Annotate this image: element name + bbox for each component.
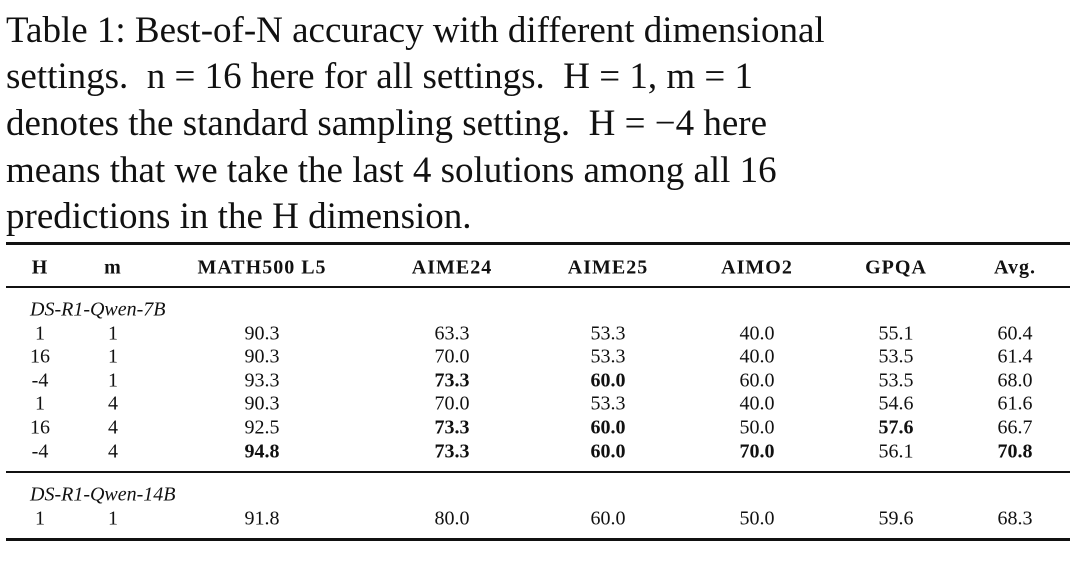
- table-cell: 53.5: [878, 369, 914, 392]
- table-cell: 94.8: [244, 440, 280, 463]
- table-cell: 60.0: [739, 369, 775, 392]
- table-cell: 1: [108, 322, 118, 345]
- table-cell: 63.3: [434, 322, 470, 345]
- caption-line: means that we take the last 4 solutions …: [6, 150, 777, 191]
- table-cell: 53.3: [590, 322, 626, 345]
- table-cell: 4: [108, 440, 118, 463]
- table-cell: 59.6: [878, 507, 914, 530]
- table-cell: 1: [108, 507, 118, 530]
- table-cell: 4: [108, 416, 118, 439]
- table-cell: 80.0: [434, 507, 470, 530]
- table-cell: 40.0: [739, 322, 775, 345]
- table-cell: 1: [108, 345, 118, 368]
- column-header: GPQA: [865, 256, 927, 279]
- column-header: AIMO2: [721, 256, 793, 279]
- table-cell: 93.3: [244, 369, 280, 392]
- bottom-rule: [6, 538, 1070, 541]
- column-header: AIME25: [567, 256, 649, 279]
- caption-line: Table 1: Best-of-N accuracy with differe…: [6, 10, 825, 51]
- table-cell: 68.3: [997, 507, 1033, 530]
- table-cell: 70.0: [739, 440, 775, 463]
- table-cell: 53.5: [878, 345, 914, 368]
- table-cell: 40.0: [739, 345, 775, 368]
- table-cell: 56.1: [878, 440, 914, 463]
- column-header: m: [104, 256, 122, 279]
- caption-line: settings. n = 16 here for all settings. …: [6, 56, 754, 97]
- column-header: H: [31, 256, 49, 279]
- table-cell: 90.3: [244, 345, 280, 368]
- table-cell: 60.0: [590, 440, 626, 463]
- table-cell: 60.0: [590, 416, 626, 439]
- group-label: DS-R1-Qwen-7B: [30, 298, 166, 321]
- column-header: AIME24: [411, 256, 493, 279]
- table-cell: -4: [31, 369, 49, 392]
- table-cell: 53.3: [590, 392, 626, 415]
- group-label: DS-R1-Qwen-14B: [30, 483, 176, 506]
- table-cell: 55.1: [878, 322, 914, 345]
- table-cell: 70.0: [434, 392, 470, 415]
- table-cell: 61.6: [997, 392, 1033, 415]
- table-cell: 16: [30, 416, 50, 439]
- table-cell: 90.3: [244, 392, 280, 415]
- table-cell: 91.8: [244, 507, 280, 530]
- table-cell: 16: [30, 345, 50, 368]
- table-cell: 53.3: [590, 345, 626, 368]
- caption-line: predictions in the H dimension.: [6, 196, 472, 237]
- table-cell: 73.3: [434, 369, 470, 392]
- table-cell: 57.6: [878, 416, 914, 439]
- header-rule: [6, 286, 1070, 288]
- table-cell: -4: [31, 440, 49, 463]
- table-cell: 92.5: [244, 416, 280, 439]
- table-cell: 1: [35, 507, 45, 530]
- table-cell: 60.4: [997, 322, 1033, 345]
- table-cell: 50.0: [739, 416, 775, 439]
- table-cell: 73.3: [434, 440, 470, 463]
- table-cell: 68.0: [997, 369, 1033, 392]
- table-cell: 54.6: [878, 392, 914, 415]
- table-cell: 70.8: [997, 440, 1033, 463]
- column-header: Avg.: [994, 256, 1036, 279]
- column-header: MATH500 L5: [197, 256, 327, 279]
- table-cell: 66.7: [997, 416, 1033, 439]
- table-cell: 90.3: [244, 322, 280, 345]
- top-rule: [6, 242, 1070, 245]
- table-cell: 50.0: [739, 507, 775, 530]
- table-cell: 73.3: [434, 416, 470, 439]
- table-cell: 1: [35, 392, 45, 415]
- caption-line: denotes the standard sampling setting. H…: [6, 103, 768, 144]
- table-cell: 60.0: [590, 507, 626, 530]
- table-cell: 60.0: [590, 369, 626, 392]
- group-rule: [6, 471, 1070, 473]
- table-cell: 1: [108, 369, 118, 392]
- table-cell: 4: [108, 392, 118, 415]
- table-cell: 61.4: [997, 345, 1033, 368]
- table-cell: 1: [35, 322, 45, 345]
- table-cell: 40.0: [739, 392, 775, 415]
- table-cell: 70.0: [434, 345, 470, 368]
